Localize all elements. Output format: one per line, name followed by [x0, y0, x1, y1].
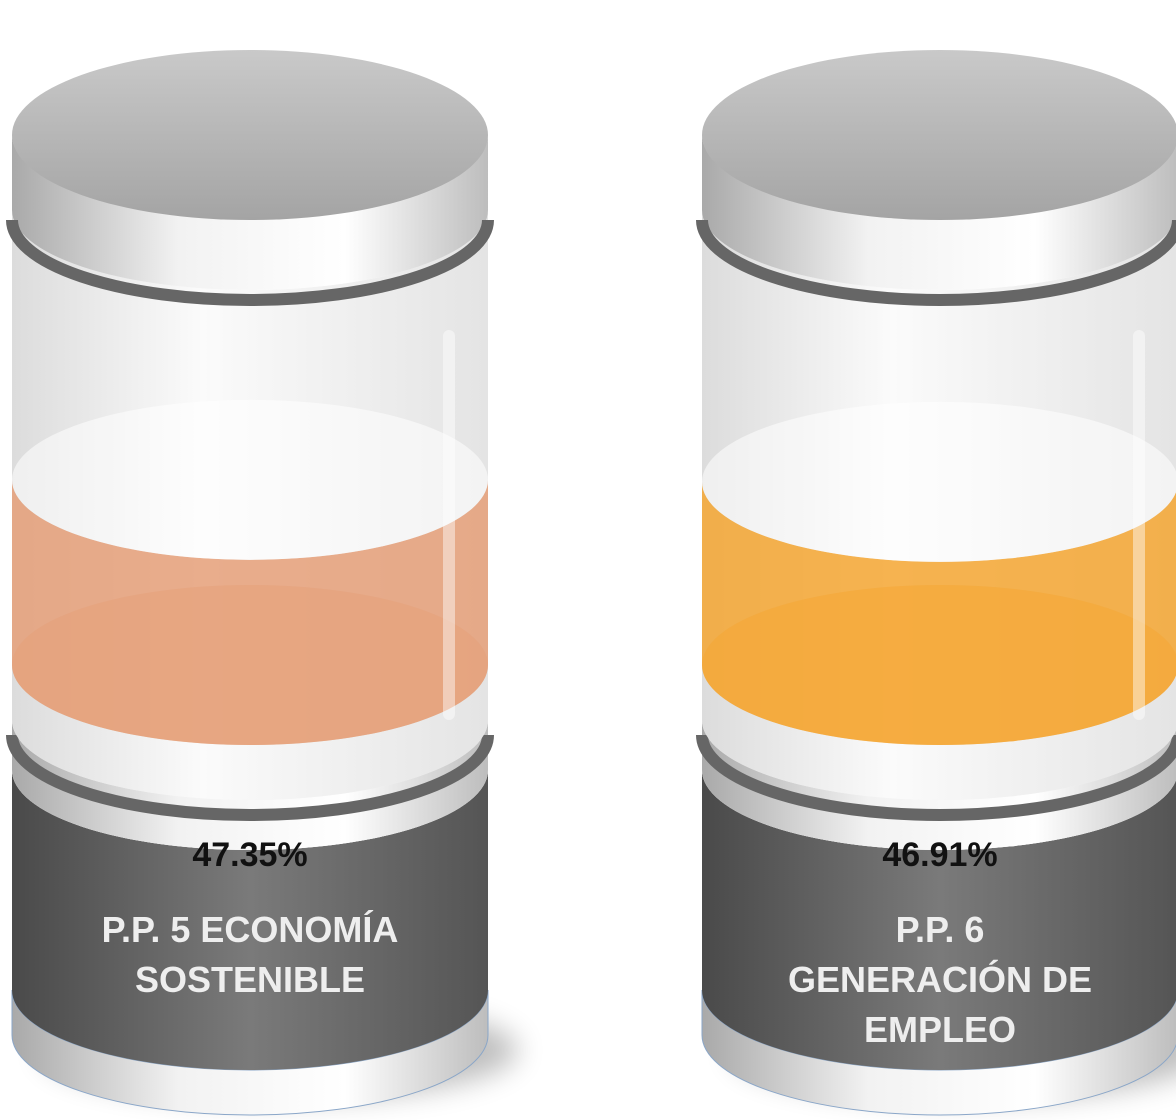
- upper-collar: [12, 135, 488, 290]
- lower-collar: [702, 720, 1176, 850]
- lower-collar: [12, 720, 488, 850]
- cap-top: [12, 50, 488, 220]
- ring: [6, 734, 494, 821]
- liquid-surface: [702, 401, 1176, 562]
- highlight: [443, 330, 455, 720]
- label-band: [12, 770, 488, 1070]
- value-label: 47.35%: [192, 836, 308, 874]
- label-band: [702, 770, 1176, 1070]
- ring: [6, 219, 494, 306]
- liquid-surface: [12, 399, 488, 560]
- ring: [696, 734, 1176, 821]
- glass-bottom: [702, 585, 1176, 745]
- category-label: P.P. 6 GENERACIÓN DE EMPLEO: [787, 909, 1093, 1050]
- highlight: [1133, 330, 1145, 720]
- upper-collar: [702, 135, 1176, 290]
- value-label: 46.91%: [882, 836, 998, 874]
- ring: [696, 219, 1176, 306]
- glass-bottom: [12, 585, 488, 745]
- category-label: P.P. 5 ECONOMÍA SOSTENIBLE: [101, 909, 399, 1000]
- cap-top: [702, 50, 1176, 220]
